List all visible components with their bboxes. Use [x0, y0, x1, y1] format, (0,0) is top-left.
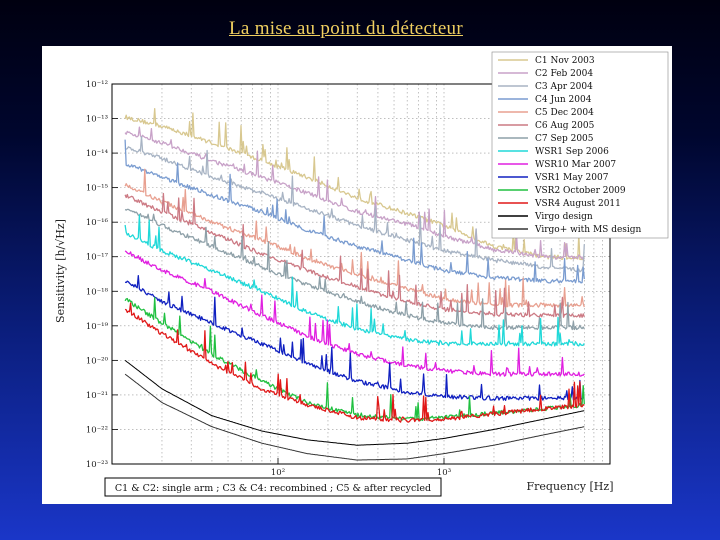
y-tick-label: 10⁻¹²	[86, 80, 108, 90]
legend-entry-6: C7 Sep 2005	[535, 134, 594, 144]
y-tick-label: 10⁻²²	[86, 425, 108, 435]
plot-border	[111, 83, 611, 465]
y-tick-label: 10⁻¹⁴	[86, 149, 109, 159]
caption-text: C1 & C2: single arm ; C3 & C4: recombine…	[115, 483, 431, 494]
legend-box	[491, 51, 669, 239]
legend-entry-10: VSR2 October 2009	[534, 186, 626, 196]
x-tick-label: 10²	[271, 468, 285, 478]
series-line-2	[124, 135, 585, 273]
y-tick-label: 10⁻¹⁵	[86, 184, 109, 194]
x-ticks: 10² 10³	[271, 458, 451, 478]
legend-entry-12: Virgo design	[534, 212, 593, 222]
series-line-9	[124, 275, 585, 401]
legend-entry-5: C6 Aug 2005	[535, 121, 595, 131]
series-line-11	[124, 302, 585, 423]
series-line-13	[124, 373, 585, 461]
y-tick-label: 10⁻¹⁹	[86, 322, 109, 332]
legend-entry-11: VSR4 August 2011	[534, 199, 621, 209]
legend: C1 Nov 2003 C2 Feb 2004 C3 Apr 2004 C4 Jun …	[491, 51, 669, 239]
legend-entry-9: VSR1 May 2007	[534, 173, 609, 183]
legend-entry-4: C5 Dec 2004	[535, 108, 594, 118]
series-line-4	[124, 168, 585, 308]
series-line-5	[124, 192, 585, 319]
legend-entry-8: WSR10 Mar 2007	[535, 160, 616, 170]
y-tick-label: 10⁻¹⁸	[86, 287, 109, 297]
series-line-10	[124, 297, 585, 422]
y-axis-title: Sensitivity [h/√Hz]	[54, 219, 67, 323]
caption-box: C1 & C2: single arm ; C3 & C4: recombine…	[104, 477, 442, 497]
y-tick-label: 10⁻²³	[86, 460, 108, 470]
y-tick-label: 10⁻¹³	[86, 115, 108, 125]
sensitivity-chart: 10⁻¹² 10⁻¹³ 10⁻¹⁴ 10⁻¹⁵ 10⁻¹⁶ 10⁻¹⁷ 10⁻¹⁸ 10⁻¹⁹…	[54, 51, 669, 497]
slide-title: La mise au point du détecteur	[229, 18, 463, 39]
legend-entry-0: C1 Nov 2003	[535, 56, 595, 66]
y-ticks: 10⁻¹² 10⁻¹³ 10⁻¹⁴ 10⁻¹⁵ 10⁻¹⁶ 10⁻¹⁷ 10⁻¹⁸ 10⁻¹⁹…	[86, 80, 118, 470]
legend-entry-7: WSR1 Sep 2006	[535, 147, 609, 157]
series-line-7	[124, 214, 585, 347]
x-axis-title: Frequency [Hz]	[527, 480, 614, 493]
series-lines	[124, 107, 585, 461]
series-line-6	[124, 208, 585, 331]
y-tick-label: 10⁻²¹	[86, 391, 108, 401]
chart-frame: 10⁻¹² 10⁻¹³ 10⁻¹⁴ 10⁻¹⁵ 10⁻¹⁶ 10⁻¹⁷ 10⁻¹⁸ 10⁻¹⁹…	[42, 46, 672, 504]
series-line-12	[124, 359, 585, 446]
legend-entry-3: C4 Jun 2004	[535, 95, 592, 105]
legend-entry-13: Virgo+ with MS design	[534, 225, 642, 235]
series-line-1	[124, 126, 585, 260]
series-line-3	[124, 139, 585, 284]
y-tick-label: 10⁻¹⁶	[86, 218, 109, 228]
y-tick-label: 10⁻¹⁷	[86, 253, 109, 263]
legend-entry-1: C2 Feb 2004	[535, 69, 593, 79]
series-line-8	[124, 250, 585, 377]
y-tick-label: 10⁻²⁰	[86, 356, 109, 366]
x-tick-label: 10³	[437, 468, 451, 478]
legend-entry-2: C3 Apr 2004	[535, 82, 593, 92]
